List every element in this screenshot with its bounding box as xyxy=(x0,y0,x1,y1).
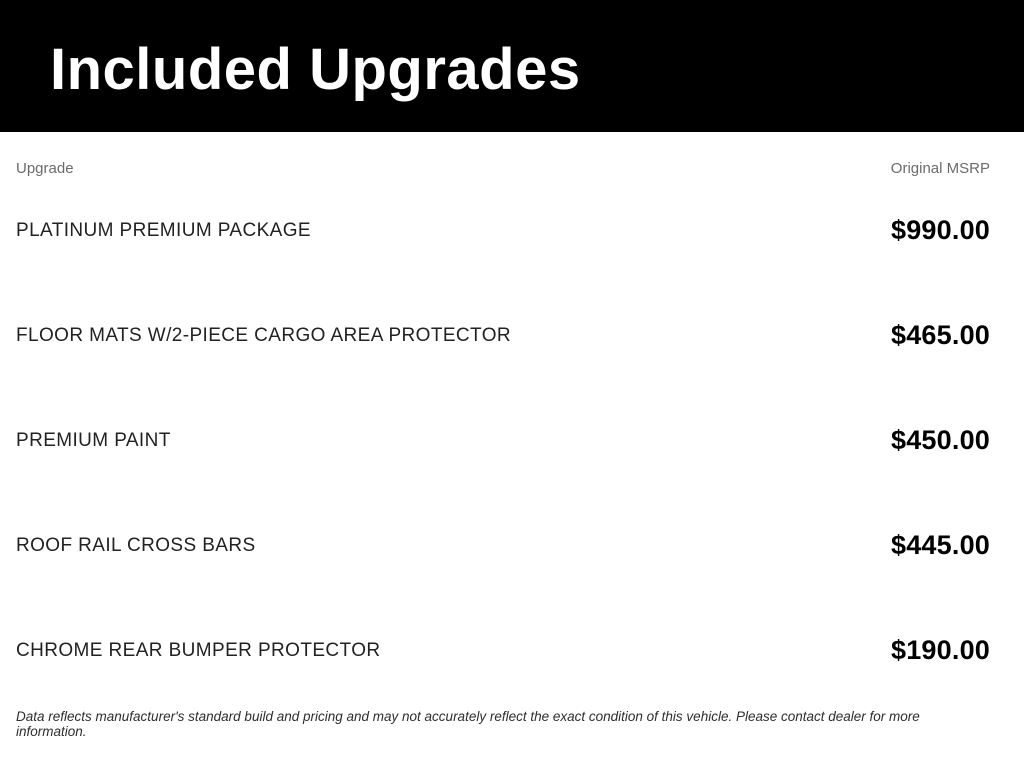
upgrades-table: Upgrade Original MSRP PLATINUM PREMIUM P… xyxy=(0,132,1024,739)
disclaimer-text: Data reflects manufacturer's standard bu… xyxy=(16,709,920,739)
column-header-upgrade: Upgrade xyxy=(16,160,74,177)
column-header-msrp: Original MSRP xyxy=(890,160,990,177)
upgrade-name: ROOF RAIL CROSS BARS xyxy=(16,534,256,556)
upgrade-name: CHROME REAR BUMPER PROTECTOR xyxy=(16,639,381,661)
table-row: ROOF RAIL CROSS BARS $445.00 xyxy=(16,493,990,598)
upgrade-price: $445.00 xyxy=(891,530,990,560)
upgrade-price: $465.00 xyxy=(891,320,990,350)
table-row: PREMIUM PAINT $450.00 xyxy=(16,388,990,493)
table-column-headers: Upgrade Original MSRP xyxy=(16,132,990,178)
upgrade-name: PLATINUM PREMIUM PACKAGE xyxy=(16,219,311,241)
table-row: PLATINUM PREMIUM PACKAGE $990.00 xyxy=(16,178,990,283)
page-title: Included Upgrades xyxy=(50,36,581,102)
upgrade-price: $190.00 xyxy=(891,635,990,665)
upgrade-price: $990.00 xyxy=(891,215,990,245)
upgrade-name: FLOOR MATS W/2-PIECE CARGO AREA PROTECTO… xyxy=(16,324,511,346)
upgrade-rows: PLATINUM PREMIUM PACKAGE $990.00 FLOOR M… xyxy=(16,178,990,703)
header-banner: Included Upgrades xyxy=(0,0,1024,132)
upgrade-price: $450.00 xyxy=(891,425,990,455)
table-row: FLOOR MATS W/2-PIECE CARGO AREA PROTECTO… xyxy=(16,283,990,388)
upgrade-name: PREMIUM PAINT xyxy=(16,429,171,451)
table-row: CHROME REAR BUMPER PROTECTOR $190.00 xyxy=(16,598,990,703)
